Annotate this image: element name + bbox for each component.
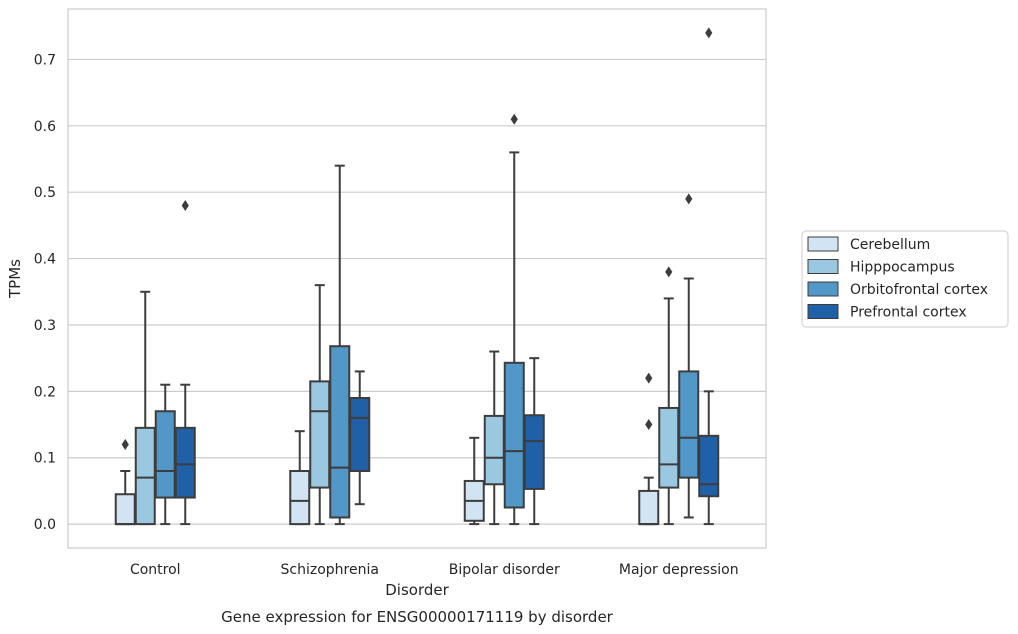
box-iqr — [698, 434, 720, 498]
outlier-point — [510, 113, 518, 125]
x-tick-label: Schizophrenia — [281, 562, 379, 578]
legend: Cerebellum Hipppocampus Orbitofrontal cort… — [801, 230, 1009, 328]
box-iqr — [154, 410, 176, 499]
box-iqr — [349, 396, 371, 472]
box-orbitofrontal-cortex — [503, 113, 525, 526]
box-iqr — [134, 426, 156, 526]
legend-swatch — [807, 259, 839, 274]
box-cerebellum — [114, 438, 136, 526]
outlier-point — [181, 199, 189, 211]
x-tick-label: Bipolar disorder — [449, 562, 560, 578]
outlier-point — [645, 372, 653, 384]
chart-caption: Gene expression for ENSG00000171119 by d… — [221, 608, 614, 626]
legend-swatch — [807, 281, 839, 297]
y-tick-label: 0.6 — [34, 119, 56, 135]
legend-frame — [801, 230, 1009, 328]
box-prefrontal-cortex — [523, 357, 545, 526]
plot-frame — [67, 8, 767, 549]
box-prefrontal-cortex — [349, 370, 371, 506]
box-iqr — [289, 470, 311, 526]
box-cerebellum — [289, 430, 311, 526]
outlier-point — [685, 193, 693, 205]
y-tick-label: 0.0 — [34, 517, 56, 533]
box-cerebellum — [638, 372, 660, 526]
x-tick-labels: Control Schizophrenia Bipolar disorder Majo… — [130, 562, 739, 578]
legend-label: Cerebellum — [850, 237, 930, 253]
box-prefrontal-cortex — [698, 27, 720, 526]
legend-label: Prefrontal cortex — [850, 305, 967, 321]
box-iqr — [309, 380, 331, 489]
box-groups — [114, 27, 720, 526]
box-hipppocampus — [658, 266, 680, 526]
y-axis-title: TPMs — [6, 259, 24, 299]
y-tick-label: 0.7 — [34, 52, 56, 68]
legend-label: Orbitofrontal cortex — [850, 282, 988, 298]
box-iqr — [174, 426, 196, 499]
y-tick-label: 0.1 — [34, 451, 56, 467]
x-tick-label: Major depression — [619, 562, 739, 578]
box-orbitofrontal-cortex — [678, 193, 700, 519]
box-iqr — [523, 414, 545, 490]
box-iqr — [503, 361, 525, 509]
box-hipppocampus — [134, 290, 156, 526]
legend-swatch — [807, 304, 839, 319]
legend-label: Hipppocampus — [850, 260, 955, 276]
box-iqr — [329, 345, 351, 519]
box-iqr — [114, 493, 136, 526]
x-axis-title: Disorder — [385, 581, 449, 599]
y-tick-labels: 0.0 0.1 0.2 0.3 0.4 0.5 0.6 0.7 — [34, 52, 56, 533]
box-iqr — [678, 370, 700, 479]
box-iqr — [658, 406, 680, 489]
box-cerebellum — [463, 436, 485, 526]
outlier-point — [645, 419, 653, 431]
box-iqr — [638, 489, 660, 526]
outlier-point — [705, 27, 713, 39]
box-iqr — [483, 414, 505, 486]
y-tick-label: 0.4 — [34, 252, 56, 268]
y-tick-label: 0.3 — [34, 318, 56, 334]
box-prefrontal-cortex — [174, 199, 196, 526]
outlier-point — [121, 438, 129, 450]
outlier-point — [665, 266, 673, 278]
x-tick-label: Control — [130, 562, 181, 578]
y-tick-label: 0.2 — [34, 384, 56, 400]
y-tick-label: 0.5 — [34, 185, 56, 201]
legend-swatch — [807, 236, 839, 252]
